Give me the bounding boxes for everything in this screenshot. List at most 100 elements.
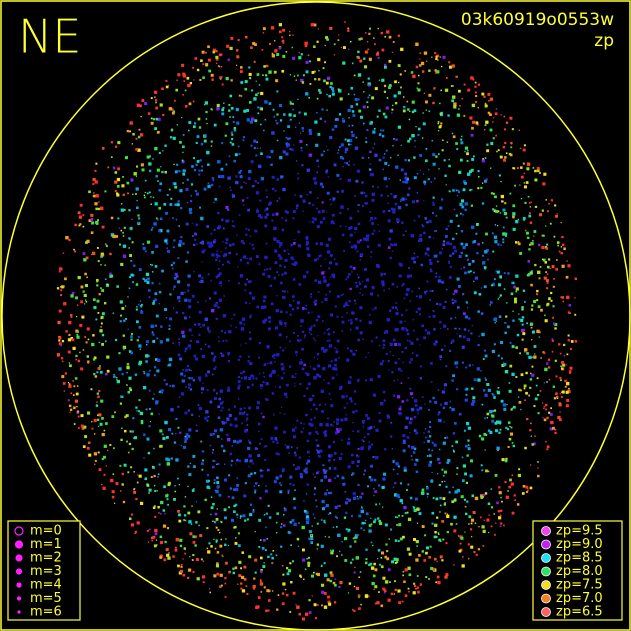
- star: [275, 476, 279, 480]
- star: [152, 397, 154, 400]
- star: [367, 432, 370, 436]
- star: [322, 67, 325, 70]
- star: [282, 582, 286, 586]
- star: [476, 252, 479, 255]
- star: [368, 448, 370, 451]
- star: [200, 142, 204, 146]
- star: [493, 235, 498, 239]
- star: [170, 408, 174, 412]
- star: [134, 373, 138, 376]
- star: [438, 461, 441, 465]
- star: [191, 489, 195, 492]
- star: [180, 372, 184, 376]
- star: [276, 532, 278, 534]
- star: [503, 212, 507, 216]
- star: [161, 433, 164, 436]
- star: [263, 363, 267, 367]
- star: [502, 238, 505, 241]
- star: [395, 138, 398, 141]
- star: [233, 159, 236, 163]
- star: [161, 87, 164, 91]
- star: [308, 221, 311, 223]
- star: [350, 319, 353, 321]
- star: [138, 362, 142, 366]
- star: [428, 93, 432, 97]
- star: [497, 354, 500, 357]
- star: [207, 328, 209, 331]
- star: [520, 175, 524, 179]
- star: [429, 299, 431, 301]
- star: [356, 169, 360, 173]
- star: [323, 279, 327, 283]
- star: [265, 196, 268, 199]
- star: [343, 516, 347, 519]
- star: [199, 159, 202, 162]
- star: [259, 147, 261, 149]
- star: [92, 358, 96, 361]
- star: [336, 474, 340, 478]
- star: [86, 446, 90, 450]
- star: [355, 179, 359, 183]
- star: [382, 339, 386, 343]
- star: [528, 394, 531, 397]
- star: [184, 411, 188, 415]
- star: [145, 360, 148, 363]
- star: [377, 517, 380, 520]
- star: [455, 232, 458, 235]
- star: [67, 382, 70, 384]
- star: [216, 481, 220, 484]
- star: [276, 113, 279, 116]
- star: [88, 441, 91, 444]
- star: [254, 558, 258, 562]
- star: [393, 138, 395, 140]
- star: [522, 148, 526, 152]
- star: [411, 290, 414, 293]
- star: [213, 482, 216, 484]
- star: [449, 242, 453, 246]
- star: [123, 348, 125, 351]
- star: [374, 490, 377, 493]
- star: [138, 222, 140, 224]
- star: [222, 340, 225, 342]
- star: [189, 348, 191, 350]
- star: [247, 446, 251, 450]
- star: [311, 595, 313, 597]
- star: [379, 521, 383, 525]
- star: [391, 282, 395, 286]
- star: [473, 271, 475, 274]
- star: [402, 109, 406, 113]
- star: [180, 569, 184, 573]
- star: [131, 513, 134, 516]
- star: [421, 396, 424, 398]
- star: [391, 371, 394, 374]
- star: [484, 102, 487, 105]
- star: [492, 208, 495, 211]
- star: [556, 241, 560, 244]
- star: [371, 173, 374, 176]
- star: [213, 479, 216, 482]
- star: [235, 175, 238, 178]
- star: [357, 276, 360, 279]
- star: [361, 521, 365, 525]
- star: [332, 90, 335, 93]
- star: [400, 144, 402, 146]
- star: [220, 66, 223, 68]
- star: [248, 555, 252, 559]
- star: [275, 212, 279, 216]
- star: [158, 303, 160, 305]
- star: [524, 399, 526, 401]
- star: [505, 426, 508, 429]
- star: [64, 372, 67, 375]
- star: [227, 438, 231, 442]
- star: [522, 332, 526, 336]
- star: [276, 295, 278, 297]
- star: [421, 324, 424, 328]
- star: [213, 367, 216, 371]
- star: [497, 210, 500, 213]
- star: [532, 330, 535, 334]
- star: [406, 436, 410, 439]
- star: [513, 494, 516, 497]
- star: [328, 459, 331, 462]
- star: [570, 347, 572, 350]
- star: [231, 138, 234, 141]
